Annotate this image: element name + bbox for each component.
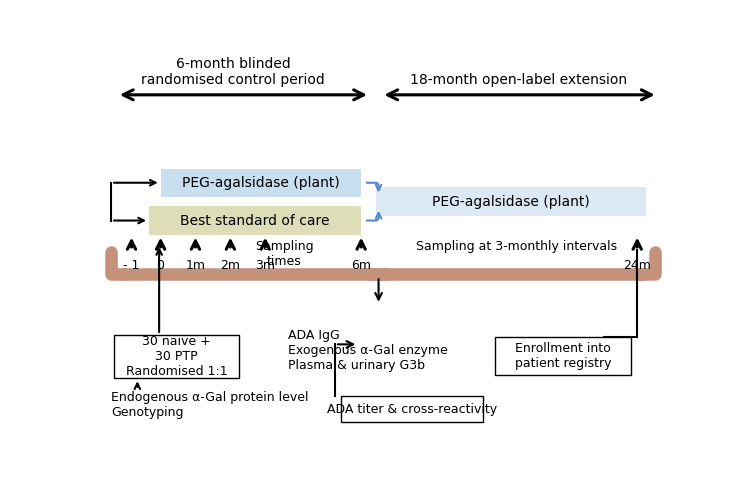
Text: ADA titer & cross-reactivity: ADA titer & cross-reactivity [327, 403, 497, 415]
Text: 6-month blinded
randomised control period: 6-month blinded randomised control perio… [141, 57, 326, 87]
Text: Sampling
times: Sampling times [255, 240, 314, 268]
Text: 18-month open-label extension: 18-month open-label extension [410, 73, 627, 87]
FancyBboxPatch shape [160, 168, 362, 197]
Text: 30 naïve +
30 PTP
Randomised 1:1: 30 naïve + 30 PTP Randomised 1:1 [126, 335, 227, 378]
Text: PEG-agalsidase (plant): PEG-agalsidase (plant) [182, 176, 340, 190]
FancyBboxPatch shape [340, 396, 483, 422]
FancyBboxPatch shape [495, 337, 632, 375]
Text: Endogenous α-Gal protein level
Genotyping: Endogenous α-Gal protein level Genotypin… [111, 391, 309, 419]
FancyBboxPatch shape [149, 206, 362, 235]
Text: Sampling at 3-monthly intervals: Sampling at 3-monthly intervals [416, 240, 617, 252]
Text: - 1: - 1 [123, 259, 140, 273]
Text: ADA IgG
Exogenous α-Gal enzyme
Plasma & urinary G3b: ADA IgG Exogenous α-Gal enzyme Plasma & … [289, 328, 448, 372]
FancyBboxPatch shape [376, 188, 646, 216]
Text: 0: 0 [157, 259, 164, 273]
FancyBboxPatch shape [114, 335, 239, 379]
Text: 2m: 2m [220, 259, 240, 273]
Text: Best standard of care: Best standard of care [180, 214, 330, 227]
Text: Enrollment into
patient registry: Enrollment into patient registry [514, 342, 611, 370]
Text: 24m: 24m [623, 259, 651, 273]
Text: 3m: 3m [255, 259, 275, 273]
Text: 6m: 6m [351, 259, 371, 273]
Text: 1m: 1m [185, 259, 206, 273]
Text: PEG-agalsidase (plant): PEG-agalsidase (plant) [432, 194, 590, 209]
